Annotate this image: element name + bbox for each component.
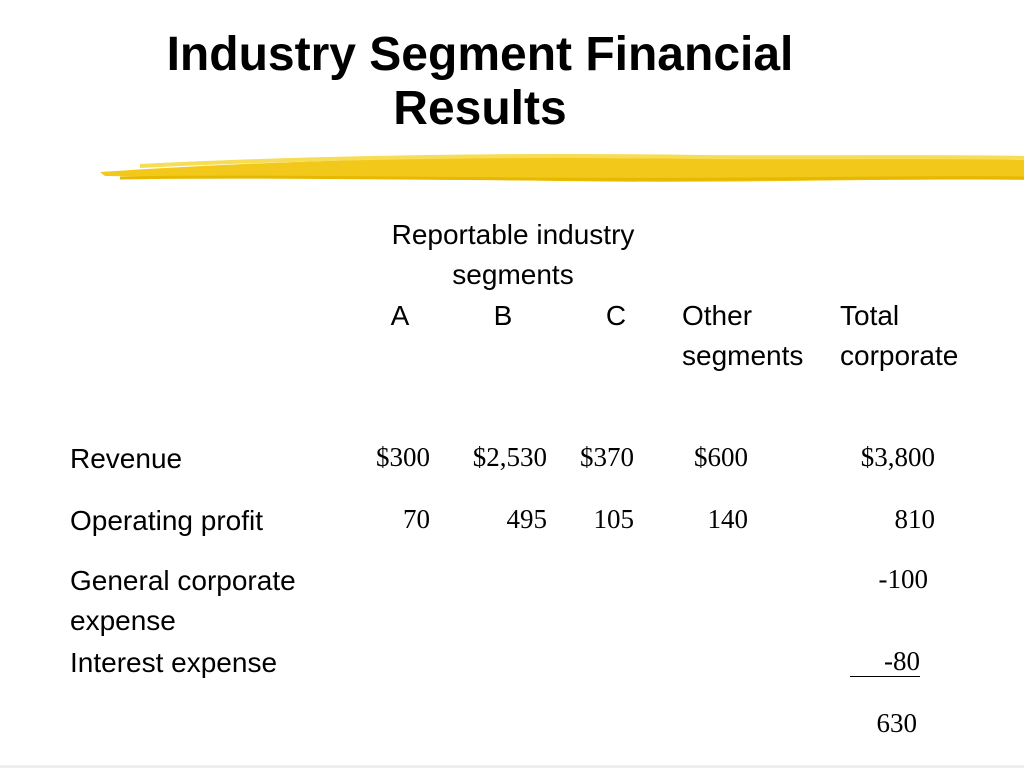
column-header: C <box>605 300 627 331</box>
total-cell: 810 <box>894 504 936 534</box>
cell: $2,530 <box>472 442 547 472</box>
brush-stroke <box>100 154 1024 182</box>
slide-title: Industry Segment Financial Results <box>166 28 794 135</box>
cell: $370 <box>580 442 634 472</box>
column-header: A <box>390 300 410 331</box>
cell: $300 <box>376 442 430 472</box>
total-cell: -100 <box>878 564 929 594</box>
total-cell: $3,800 <box>860 442 935 472</box>
group-header: Reportable industry segments <box>391 219 635 290</box>
row-label: Operating profit <box>70 505 263 536</box>
column-header: B <box>493 300 513 331</box>
cell: 105 <box>593 504 635 534</box>
footer-rule <box>0 765 1024 768</box>
cell: 70 <box>403 504 430 534</box>
cell: 495 <box>506 504 548 534</box>
cell: 140 <box>707 504 749 534</box>
row-label: General corporate expense <box>70 565 296 636</box>
cell: $600 <box>694 442 748 472</box>
row-label: Interest expense <box>70 647 278 678</box>
total-cell: -80 <box>780 644 920 678</box>
row-label: Revenue <box>70 443 183 474</box>
underlined-value: -80 <box>850 646 920 677</box>
total-cell: 630 <box>876 708 918 738</box>
column-header: Other segments <box>682 300 804 371</box>
column-header: Total corporate <box>840 300 959 371</box>
